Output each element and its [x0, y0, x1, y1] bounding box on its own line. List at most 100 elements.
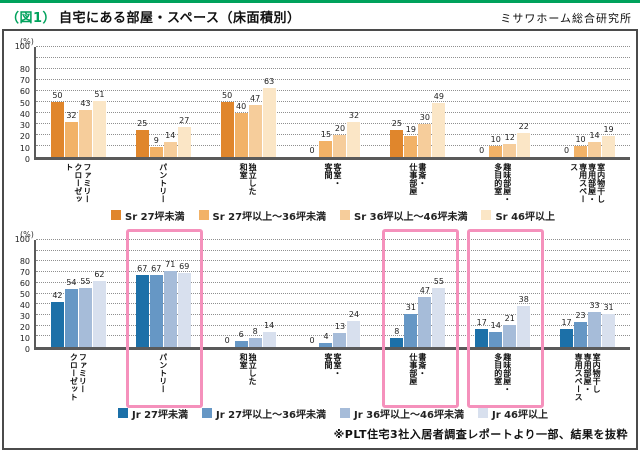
- category-label-text: 客室・ 客間: [324, 353, 342, 377]
- y-axis-tick-label: 40: [19, 109, 30, 119]
- category-label: 室内物干し 専用部屋・ 専用スペース: [545, 350, 630, 404]
- y-axis-tick-label: 0: [24, 155, 30, 164]
- bar-slot: 30: [418, 47, 432, 157]
- bar-slot: 0: [475, 47, 489, 157]
- category-label: 独立した 和室: [206, 160, 291, 206]
- bar-value-label: 0: [309, 336, 315, 345]
- bar: 24: [347, 311, 361, 347]
- bar: 19: [602, 126, 616, 157]
- chart-by-floor-area-jr: (%) 100 80 70 60 50 40 30 20 10 0 42 54 55 62 67 67 71 6…: [8, 229, 630, 421]
- bar-value-label: 0: [224, 336, 230, 345]
- bar-value-label: 62: [94, 269, 105, 279]
- bar-group: 50 32 43 51: [36, 47, 121, 157]
- legend-swatch: [340, 210, 350, 220]
- bar: 23: [574, 312, 588, 347]
- bar: 4: [319, 332, 333, 347]
- bar-slot: 22: [517, 47, 531, 157]
- bar: 15: [319, 130, 333, 157]
- bar: 20: [333, 125, 347, 157]
- y-axis-tick-label: 30: [19, 312, 30, 321]
- category-label-text: 客室・ 客間: [324, 163, 342, 187]
- category-label-text: 室内物干し 専用部屋・ 専用スペース: [574, 353, 602, 401]
- bar-slot: 14: [489, 240, 503, 347]
- legend-label: Jr 46坪以上: [491, 409, 549, 421]
- bar-value-label: 32: [66, 110, 77, 120]
- bar: 47: [248, 95, 262, 157]
- bar-slot: 4: [319, 240, 333, 347]
- bar-value-label: 31: [405, 302, 416, 312]
- footnote: ※PLT住宅3社入居者調査レポートより一部、結果を抜粋: [333, 428, 628, 441]
- bar-value-label: 50: [222, 91, 233, 100]
- legend-label: Sr 46坪以上: [495, 211, 555, 223]
- bar: 62: [92, 270, 106, 347]
- bar: 6: [234, 330, 248, 347]
- bar-value-label: 0: [479, 146, 485, 155]
- bar: 31: [602, 303, 616, 347]
- bar: 38: [517, 296, 531, 347]
- bar-value-label: 67: [137, 264, 148, 274]
- bar: 32: [347, 111, 361, 157]
- bar-value-label: 20: [334, 124, 346, 133]
- bar: 25: [135, 119, 149, 157]
- category-label-text: 書斎・ 仕事部屋: [408, 353, 427, 385]
- plot-area: 50 32 43 51 25 9 14 27 50 40 47 63 0 15 20 32 25 19 30 49 0 1…: [34, 46, 630, 160]
- bar-value-label: 31: [603, 302, 614, 312]
- bar: 22: [517, 122, 531, 157]
- bar-slot: 38: [517, 240, 531, 347]
- grid-line: [36, 239, 630, 240]
- bar-slot: 69: [177, 240, 191, 347]
- bar-value-label: 47: [419, 285, 430, 295]
- y-axis-tick-label: 50: [19, 98, 30, 108]
- bar-slot: 15: [319, 47, 333, 157]
- bar: 67: [135, 265, 149, 347]
- bar-value-label: 0: [564, 146, 570, 155]
- grid-line: [36, 281, 630, 283]
- bar-value-label: 17: [561, 317, 572, 327]
- bar-slot: 55: [78, 240, 92, 347]
- y-axis-tick-label: 100: [14, 42, 30, 51]
- bar: 55: [432, 278, 446, 347]
- legend-item: Jr 27坪以上〜36坪未満: [202, 406, 326, 421]
- bar-group: 17 14 21 38: [460, 240, 545, 347]
- bar-value-label: 22: [518, 121, 529, 131]
- bar-slot: 67: [135, 240, 149, 347]
- bar: 17: [560, 318, 574, 347]
- figure-title-text: 自宅にある部屋・スペース（床面積別）: [59, 11, 301, 26]
- bar-value-label: 13: [334, 322, 346, 332]
- bar-value-label: 12: [504, 132, 515, 142]
- bar-slot: 12: [503, 47, 517, 157]
- bar-slot: 14: [588, 47, 602, 157]
- figure-title: （図1） 自宅にある部屋・スペース（床面積別）: [6, 7, 301, 26]
- bar-slot: 49: [432, 47, 446, 157]
- y-axis-tick-label: 10: [19, 143, 30, 153]
- category-label: 趣味部屋・ 多目的室: [460, 350, 545, 404]
- legend-item: Sr 46坪以上: [481, 208, 555, 223]
- bar-slot: 51: [92, 47, 106, 157]
- y-axis-tick-label: 50: [19, 290, 30, 299]
- bar-value-label: 42: [52, 291, 63, 301]
- bar-value-label: 49: [433, 92, 444, 102]
- bar-value-label: 67: [151, 264, 162, 274]
- category-label-text: 室内物干し 専用部屋・ 専用スペース: [569, 163, 606, 203]
- bar-value-label: 14: [264, 321, 275, 331]
- y-axis-tick-label: 100: [14, 235, 30, 244]
- bar-group: 0 6 8 14: [206, 240, 291, 347]
- bar-value-label: 25: [391, 118, 402, 128]
- legend-swatch: [477, 408, 488, 418]
- y-axis-tick-label: 60: [19, 87, 30, 97]
- bar-group: 0 10 12 22: [460, 47, 545, 157]
- bar: 25: [390, 119, 404, 157]
- bar-value-label: 27: [179, 116, 190, 126]
- bar-value-label: 40: [236, 102, 247, 111]
- bar-value-label: 15: [320, 129, 332, 139]
- bar-slot: 43: [78, 47, 92, 157]
- bar-slot: 19: [602, 47, 616, 157]
- grid-line: [36, 68, 630, 69]
- category-label: パントリー: [121, 350, 206, 404]
- category-axis: ファミリー クローゼット パントリー 独立した 和室 客室・ 客間 書斎・ 仕事部屋 趣味…: [36, 160, 630, 206]
- legend-swatch: [111, 210, 122, 220]
- y-axis-tick-label: 80: [19, 257, 30, 266]
- bar-slot: 25: [390, 47, 404, 157]
- bar-slot: 27: [177, 47, 191, 157]
- grid-line: [36, 101, 630, 102]
